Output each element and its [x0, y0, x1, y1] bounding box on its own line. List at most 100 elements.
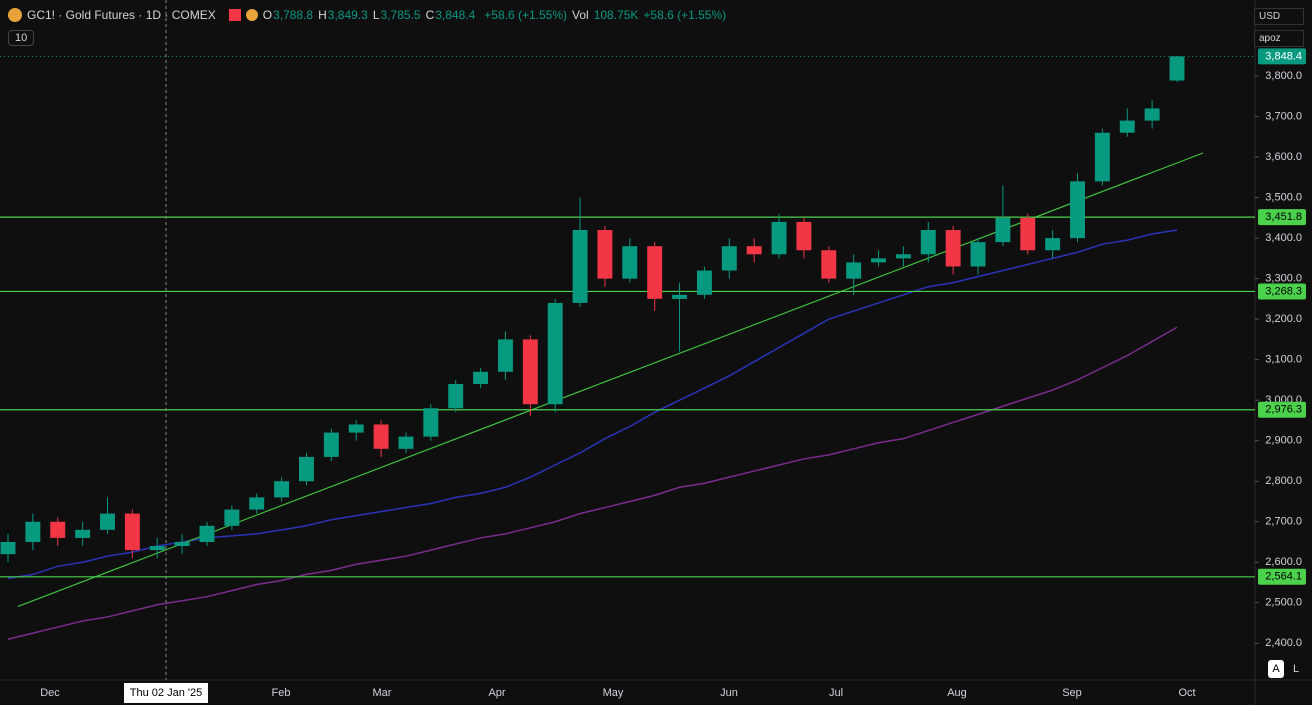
level-label: 3,451.8 — [1265, 211, 1302, 223]
flag-icon — [228, 9, 241, 21]
level-label: 3,268.3 — [1265, 285, 1302, 297]
candle-body — [448, 383, 464, 409]
y-tick-label: 3,700.0 — [1265, 110, 1302, 122]
d-icon — [245, 9, 258, 21]
candle-body — [25, 521, 41, 542]
last-price-bg — [1258, 48, 1306, 65]
candle-body — [50, 521, 66, 538]
x-tick-label: Mar — [373, 687, 392, 699]
candle-body — [1094, 132, 1110, 182]
indicator-toggle[interactable]: 10 — [8, 30, 35, 46]
candle-body — [796, 221, 812, 251]
x-tick-label: Thu 02 Jan '25 — [130, 687, 202, 699]
crosshair-label-bg — [124, 683, 208, 703]
y-tick-label: 3,800.0 — [1265, 70, 1302, 82]
ohlc-key: H — [318, 8, 327, 22]
candle-body — [149, 546, 165, 551]
candle-body — [672, 294, 688, 299]
candle-body — [497, 339, 513, 372]
candle-body — [299, 456, 314, 482]
header: GC1! · Gold Futures · 1D · COMEX O 3,788.… — [8, 8, 726, 22]
candle-body — [1020, 217, 1036, 251]
candle-body — [771, 221, 787, 255]
vol-key: Vol — [572, 8, 589, 22]
candle-body — [323, 432, 339, 457]
candle-body — [274, 481, 290, 498]
moving-average — [7, 229, 1178, 580]
x-tick-label: Dec — [40, 687, 60, 699]
vol: 108.75K — [593, 8, 639, 22]
candle-body — [0, 541, 16, 555]
x-tick-label: Feb — [272, 687, 291, 699]
candle-body — [895, 254, 911, 259]
vol-change: +58.6 (+1.55%) — [643, 8, 727, 22]
candle-body — [1119, 120, 1135, 133]
ohlc-value: 3,785.5 — [380, 8, 421, 22]
y-tick-label: 3,100.0 — [1265, 354, 1302, 366]
ohlc-value: 3,788.8 — [273, 8, 314, 22]
y-tick-label: 2,700.0 — [1265, 516, 1302, 528]
candle-body — [622, 246, 638, 279]
candle-body — [124, 513, 140, 551]
y-tick-label: 2,500.0 — [1265, 597, 1302, 609]
ohlc-key: L — [372, 8, 380, 22]
candle-body — [846, 262, 862, 279]
ohlc-value: 3,848.4 — [435, 8, 476, 22]
y-tick-label: 3,600.0 — [1265, 151, 1302, 163]
y-tick-label: 3,300.0 — [1265, 273, 1302, 285]
symbol[interactable]: GC1! · Gold Futures · 1D · COMEX — [27, 8, 216, 22]
level-label-bg — [1258, 209, 1306, 226]
candle-body — [1045, 238, 1061, 251]
level-label-bg — [1258, 401, 1306, 418]
candle-body — [920, 229, 936, 255]
moving-average — [7, 326, 1178, 640]
candle-body — [348, 424, 364, 433]
change: +58.6 (+1.55%) — [484, 8, 568, 22]
candle-body — [572, 229, 588, 303]
candle-body — [100, 513, 115, 530]
candle-body — [696, 270, 712, 295]
y-tick-label: 3,200.0 — [1265, 313, 1302, 325]
candle-body — [945, 229, 961, 267]
level-label-bg — [1258, 283, 1306, 300]
ohlc-value: 3,849.3 — [327, 8, 368, 22]
ohlc-key: O — [262, 8, 273, 22]
auto-button[interactable]: A — [1268, 660, 1284, 678]
candle-body — [721, 246, 737, 271]
candle-body — [199, 525, 215, 542]
x-tick-label: Sep — [1062, 687, 1082, 699]
candle-body — [597, 229, 613, 279]
candle-body — [373, 424, 389, 449]
candle-body — [224, 509, 240, 526]
account[interactable]: apoz — [1254, 30, 1304, 47]
candle-body — [423, 408, 439, 437]
log-button[interactable]: L — [1292, 663, 1300, 675]
candle-body — [473, 371, 489, 384]
x-tick-label: Oct — [1178, 687, 1195, 699]
candle-body — [398, 436, 414, 449]
last-price-label: 3,848.4 — [1265, 50, 1302, 62]
candle-body — [75, 529, 91, 538]
currency[interactable]: USD — [1254, 8, 1304, 25]
level-label: 2,564.1 — [1265, 571, 1302, 583]
candle-body — [522, 339, 538, 405]
candle-body — [1144, 108, 1160, 121]
y-tick-label: 3,500.0 — [1265, 191, 1302, 203]
level-label: 2,976.3 — [1265, 404, 1302, 416]
x-tick-label: Apr — [488, 687, 505, 699]
candle-body — [746, 246, 762, 255]
candle-body — [547, 302, 563, 405]
y-tick-label: 2,400.0 — [1265, 637, 1302, 649]
y-tick-label: 2,600.0 — [1265, 556, 1302, 568]
candle-body — [647, 246, 663, 299]
candle-body — [871, 258, 886, 263]
level-label-bg — [1258, 568, 1306, 585]
symbol-icon — [8, 8, 22, 22]
candle-body — [821, 250, 837, 279]
x-tick-label: Aug — [947, 687, 967, 699]
candle-body — [249, 497, 265, 510]
candle-body — [995, 217, 1011, 243]
candle-body — [1070, 181, 1085, 239]
y-tick-label: 2,800.0 — [1265, 475, 1302, 487]
